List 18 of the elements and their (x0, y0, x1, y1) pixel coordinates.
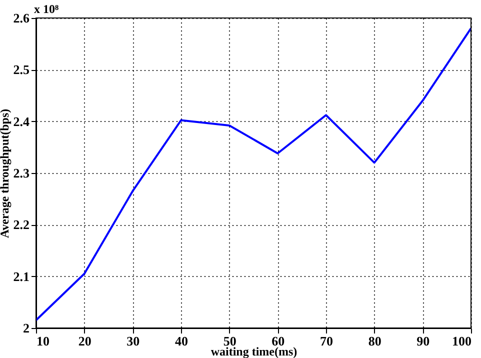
text: x 10⁸ (34, 2, 59, 16)
line-series (35, 27, 472, 322)
y-tick-label: 2.1 (13, 268, 30, 284)
x-tick-label: 80 (368, 334, 382, 348)
x-tick-label: 10 (36, 334, 50, 348)
y-axis-title: Average throughput(bps) (0, 108, 12, 238)
y-tick-label: 2.2 (13, 217, 30, 232)
x-tick-label: 100 (452, 334, 472, 348)
x-tick-label: 70 (320, 334, 333, 348)
y-tick-label: 2.5 (13, 62, 30, 78)
x-tick-label: 20 (78, 334, 92, 348)
y-tick-label: 2.6 (13, 10, 30, 26)
x-tick-label: 40 (175, 334, 188, 348)
y-tick-label: 2.3 (13, 166, 30, 180)
y-tick-label: 2 (23, 320, 30, 336)
y-tick-label: 2.4 (13, 114, 30, 129)
x-tick-label: 30 (126, 334, 140, 348)
x-tick-label: 90 (416, 334, 430, 348)
